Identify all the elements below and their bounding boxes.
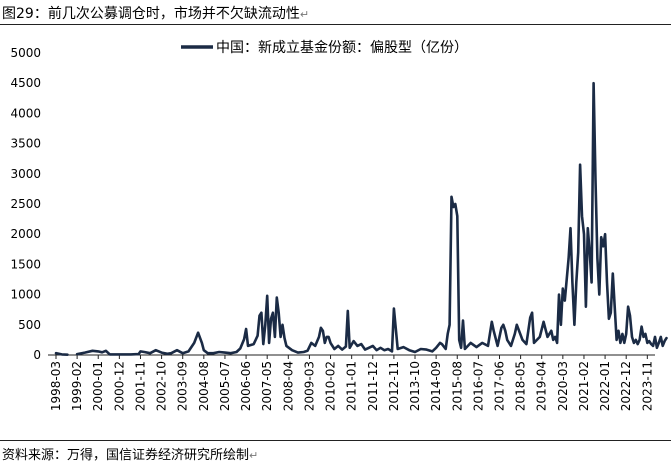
x-tick-label: 2022-12: [619, 361, 633, 411]
x-tick-label: 2020-03: [556, 361, 570, 411]
y-axis: 0 500 1000 1500 2000 2500 3000 3500 4000 4500 5000: [10, 46, 41, 362]
title-return-mark: ↵: [299, 8, 310, 21]
line-chart: 中国：新成立基金份额：偏股型（亿份） 0 500 1000 1500 2000 2500 3…: [10, 39, 668, 411]
y-tick-label: 500: [18, 318, 41, 332]
x-tick-label: 2002-10: [155, 361, 169, 411]
source-text: 资料来源：万得，国信证券经济研究所绘制: [2, 448, 250, 463]
series-group: [54, 81, 668, 356]
y-tick-label: 3000: [10, 167, 41, 181]
x-axis: 1998-03 1999-02 2000-01 2000-12 2001-11 2002-…: [48, 354, 655, 411]
y-tick-label: 5000: [10, 46, 41, 60]
source-note: 资料来源：万得，国信证券经济研究所绘制↵: [2, 444, 258, 463]
legend-label: 中国：新成立基金份额：偏股型（亿份）: [216, 39, 468, 56]
x-tick-label: 1999-02: [70, 361, 84, 411]
series-line-0: [54, 81, 668, 356]
x-tick-label: 2000-01: [91, 361, 105, 411]
x-tick-label: 2007-05: [260, 361, 274, 411]
x-tick-label: 1998-03: [49, 361, 63, 411]
figure-title-text: 图29：前几次公募调仓时，市场并不欠缺流动性: [2, 6, 300, 22]
x-tick-label: 2016-07: [471, 361, 485, 411]
x-tick-label: 2023-11: [640, 361, 654, 411]
x-tick-label: 2011-01: [345, 361, 359, 411]
x-tick-label: 2010-02: [324, 361, 338, 411]
x-tick-label: 2009-03: [302, 361, 316, 411]
x-tick-label: 2017-06: [492, 361, 506, 411]
y-tick-label: 3500: [10, 137, 41, 151]
y-tick-label: 4500: [10, 76, 41, 90]
chart-legend: 中国：新成立基金份额：偏股型（亿份）: [181, 39, 468, 56]
y-tick-label: 2000: [10, 227, 41, 241]
x-tick-label: 2000-12: [112, 361, 126, 411]
footer-divider: [0, 440, 671, 441]
x-tick-label: 2018-05: [514, 361, 528, 411]
x-tick-label: 2013-10: [408, 361, 422, 411]
x-tick-label: 2019-04: [535, 361, 549, 411]
source-return-mark: ↵: [249, 449, 259, 462]
x-tick-label: 2004-08: [197, 361, 211, 411]
x-tick-label: 2021-02: [577, 361, 591, 411]
title-divider: [0, 24, 671, 25]
x-tick-label: 2015-08: [450, 361, 464, 411]
x-tick-label: 2022-01: [598, 361, 612, 411]
figure-title: 图29：前几次公募调仓时，市场并不欠缺流动性↵: [2, 3, 309, 23]
x-tick-label: 2006-06: [239, 361, 253, 411]
y-tick-label: 1000: [10, 288, 41, 302]
x-tick-label: 2003-09: [176, 361, 190, 411]
x-tick-label: 2011-12: [366, 361, 380, 411]
y-tick-label: 1500: [10, 257, 41, 271]
x-tick-label: 2001-11: [133, 361, 147, 411]
y-tick-label: 4000: [10, 106, 41, 120]
x-tick-label: 2008-04: [281, 361, 295, 411]
x-tick-label: 2012-11: [387, 361, 401, 411]
y-tick-label: 2500: [10, 197, 41, 211]
y-tick-label: 0: [33, 348, 41, 362]
x-tick-label: 2005-07: [218, 361, 232, 411]
x-tick-label: 2014-09: [429, 361, 443, 411]
